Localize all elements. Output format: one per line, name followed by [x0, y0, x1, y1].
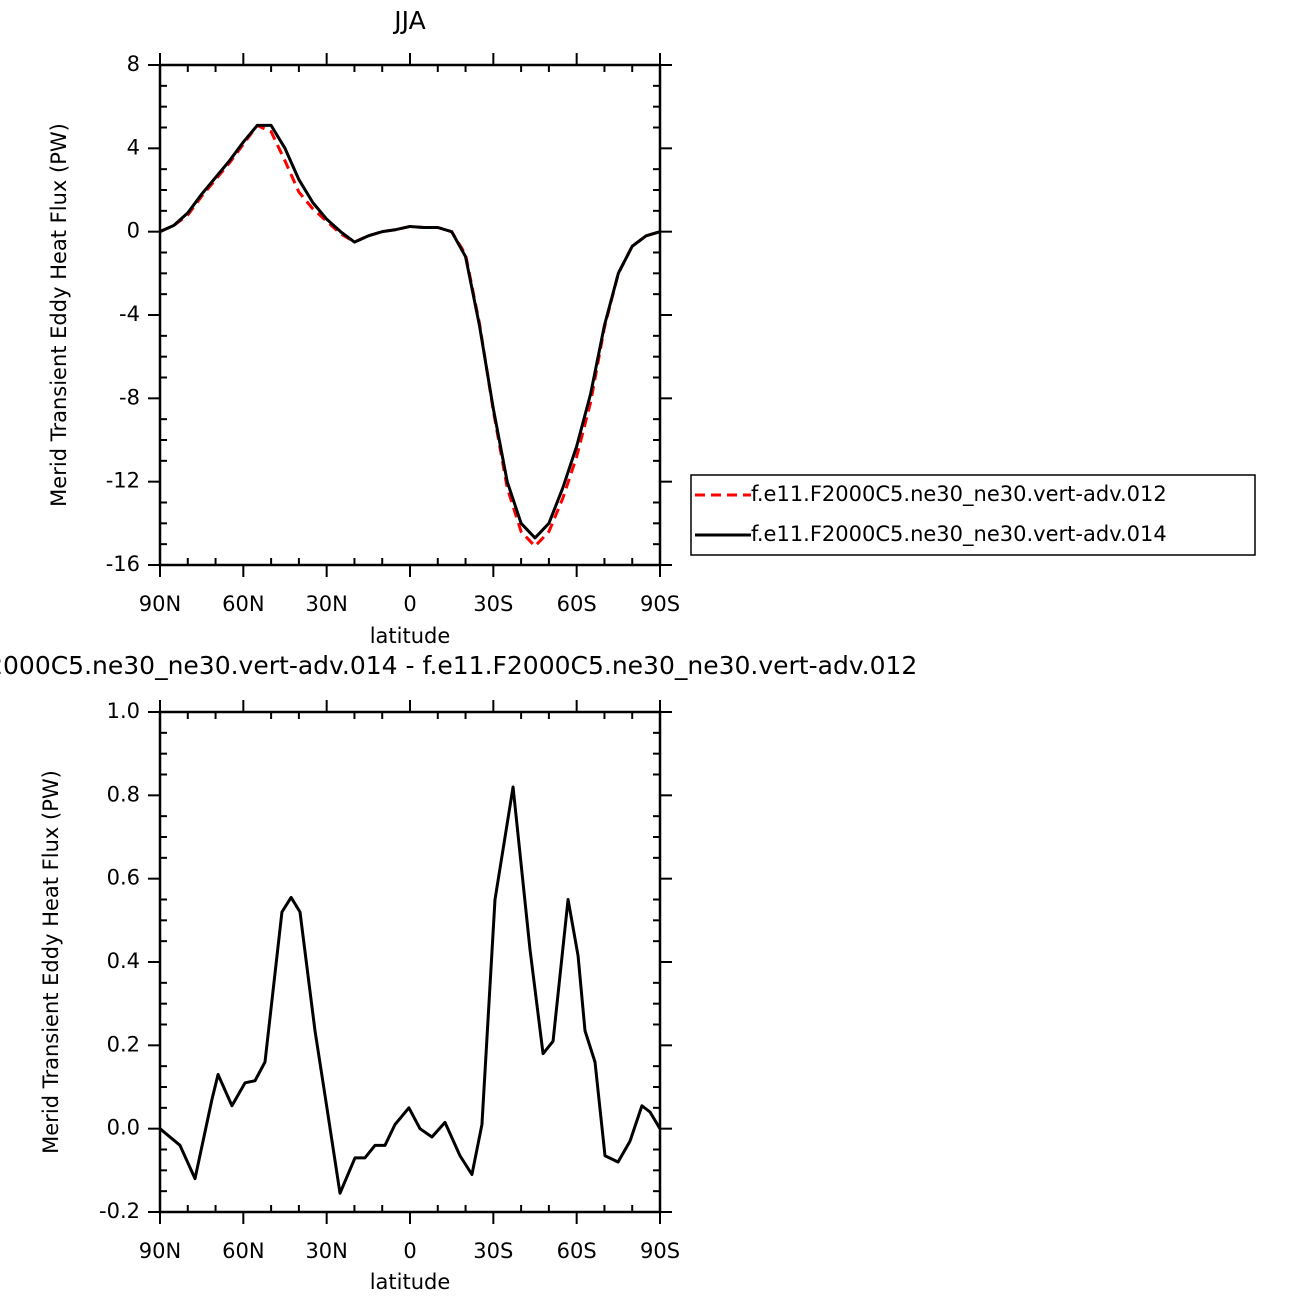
data-line	[159, 123, 661, 548]
chart-title: f.e11.F2000C5.ne30_ne30.vert-adv.014 - f…	[0, 651, 917, 680]
y-tick-label: 0	[127, 219, 140, 243]
x-tick-label: 90N	[139, 592, 181, 616]
y-tick-label: 0.4	[107, 949, 140, 973]
y-tick-label: 0.8	[107, 782, 140, 806]
x-tick-label: 90S	[640, 1239, 680, 1263]
y-tick-label: -12	[106, 469, 140, 493]
y-tick-label: -4	[119, 302, 140, 326]
y-tick-label: 0.6	[107, 866, 140, 890]
plot-frame	[158, 63, 662, 567]
y-tick-label: -0.2	[99, 1199, 140, 1223]
y-tick-label: 4	[127, 135, 140, 159]
data-line	[159, 785, 662, 1195]
chart-title: JJA	[392, 6, 425, 35]
y-tick-label: 0.2	[107, 1032, 140, 1056]
plot-frame	[158, 710, 662, 1214]
y-tick-label: 1.0	[107, 699, 140, 723]
x-tick-label: 30S	[473, 1239, 513, 1263]
x-tick-label: 0	[403, 1239, 416, 1263]
y-tick-label: -16	[106, 552, 140, 576]
legend-label: f.e11.F2000C5.ne30_ne30.vert-adv.012	[751, 482, 1167, 507]
x-axis-label: latitude	[370, 624, 451, 648]
x-tick-label: 60N	[222, 592, 264, 616]
x-tick-label: 60S	[557, 1239, 597, 1263]
legend-label: f.e11.F2000C5.ne30_ne30.vert-adv.014	[751, 522, 1167, 547]
x-tick-label: 30N	[305, 592, 347, 616]
x-tick-label: 90N	[139, 1239, 181, 1263]
x-tick-label: 60N	[222, 1239, 264, 1263]
x-axis-label: latitude	[370, 1270, 451, 1294]
y-tick-label: 8	[127, 52, 140, 76]
y-axis-label: Merid Transient Eddy Heat Flux (PW)	[47, 123, 71, 507]
x-tick-label: 30N	[305, 1239, 347, 1263]
data-line	[159, 123, 661, 540]
x-tick-label: 0	[403, 592, 416, 616]
x-tick-label: 30S	[473, 592, 513, 616]
legend-box	[690, 474, 1256, 556]
x-tick-label: 60S	[557, 592, 597, 616]
y-tick-label: -8	[119, 385, 140, 409]
y-tick-label: 0.0	[107, 1116, 140, 1140]
y-axis-label: Merid Transient Eddy Heat Flux (PW)	[39, 770, 63, 1154]
x-tick-label: 90S	[640, 592, 680, 616]
